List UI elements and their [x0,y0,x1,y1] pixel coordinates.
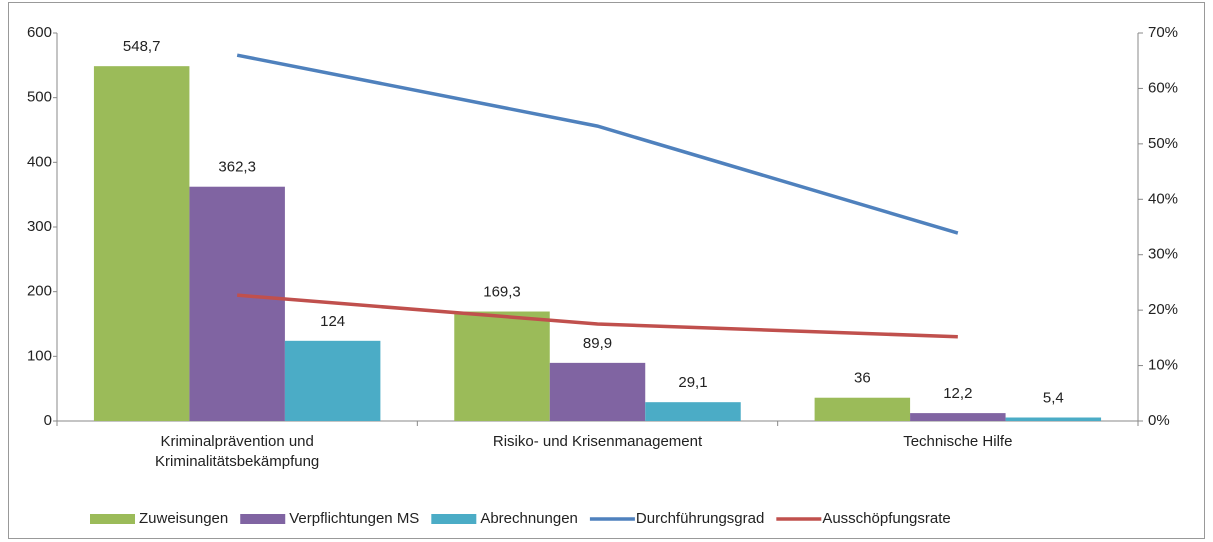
chart-frame [8,2,1205,539]
legend-swatch [240,514,286,524]
y-tick-label: 600 [27,24,52,41]
line-series [237,293,958,339]
line-series [236,53,959,235]
bar [189,186,285,421]
data-label: 169,3 [483,283,521,300]
data-label: 36 [854,370,871,387]
x-tick-label: Kriminalprävention und Kriminalitätsbekä… [155,433,320,470]
y2-tick-label: 10% [1148,357,1178,374]
y2-tick-label: 30% [1148,246,1178,263]
bar [814,397,911,421]
y2-tick-label: 20% [1148,301,1178,318]
y2-tick-label: 40% [1148,190,1178,207]
bar [910,413,1006,421]
data-label: 124 [320,313,345,330]
data-label: 89,9 [583,335,612,352]
bar [93,66,190,421]
data-label: 362,3 [218,159,256,176]
y2-tick-label: 0% [1148,412,1170,429]
y2-tick-label: 50% [1148,135,1178,152]
y-tick-label: 400 [27,153,52,170]
y2-tick-label: 60% [1148,79,1178,96]
legend-swatch [431,514,477,524]
legend-label: Verpflichtungen MS [289,510,419,527]
y-tick-label: 300 [27,218,52,235]
x-tick-label: Risiko- und Krisenmanagement [492,433,703,450]
bar [645,402,741,421]
legend-swatch [90,514,135,524]
y-tick-label: 200 [27,283,52,300]
x-tick-label: Technische Hilfe [903,433,1013,450]
bar [549,362,646,421]
bar [1005,417,1102,421]
bar [454,311,550,421]
data-label: 12,2 [943,385,972,402]
y-tick-label: 0 [44,412,52,429]
legend-label: Zuweisungen [139,510,228,527]
legend-label: Durchführungsgrad [636,510,764,527]
y-tick-label: 100 [27,347,52,364]
bar [284,340,381,421]
legend-label: Abrechnungen [480,510,578,527]
data-label: 5,4 [1043,389,1064,406]
legend-label: Ausschöpfungsrate [822,510,950,527]
data-label: 29,1 [678,374,707,391]
y2-tick-label: 70% [1148,24,1178,41]
data-label: 548,7 [123,38,161,55]
y-tick-label: 500 [27,89,52,106]
